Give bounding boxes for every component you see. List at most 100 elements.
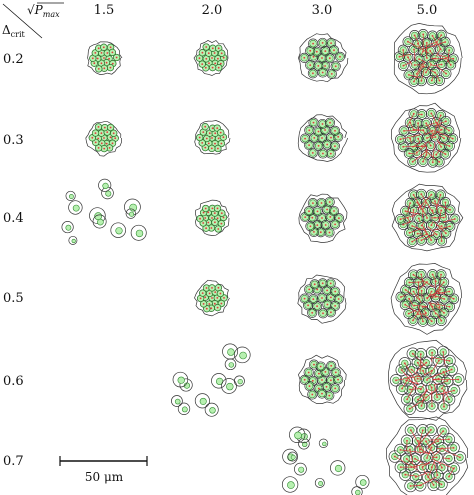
cell-nucleus — [177, 376, 185, 384]
voronoi-edge — [417, 138, 421, 143]
cell-membrane — [400, 284, 411, 296]
cell-membrane — [415, 399, 428, 413]
cell-membrane — [447, 462, 460, 475]
voronoi-edge — [409, 122, 415, 131]
cell-membrane — [303, 206, 315, 217]
voronoi-edge — [414, 35, 420, 44]
cell-centroid — [311, 379, 314, 382]
voronoi-edge — [413, 61, 426, 82]
voronoi-edge — [421, 194, 434, 214]
voronoi-edge — [442, 457, 450, 459]
voronoi-edge — [421, 467, 434, 486]
voronoi-edge — [436, 65, 447, 74]
cell-centroid — [208, 303, 211, 305]
cell-centroid — [312, 202, 314, 205]
voronoi-edge — [407, 57, 413, 66]
row-header-2: 0.3 — [3, 133, 24, 148]
cell-centroid — [103, 126, 106, 129]
cell-membrane — [315, 361, 326, 372]
cell-centroid — [202, 222, 205, 224]
cell-centroid — [105, 61, 108, 64]
voronoi-edge — [404, 363, 419, 385]
cell-centroid — [426, 379, 428, 381]
cell-membrane — [125, 208, 136, 219]
cell-centroid — [320, 202, 323, 204]
scale-bar: 50 μm — [59, 456, 148, 484]
cell-membrane — [294, 462, 307, 476]
voronoi-edge — [422, 41, 446, 50]
voronoi-edge — [405, 474, 417, 477]
cell-centroid — [303, 297, 306, 300]
cell-centroid — [214, 142, 216, 145]
cell-centroid — [204, 125, 207, 128]
cell-centroid — [207, 221, 210, 224]
cell-nucleus — [318, 481, 323, 486]
cell-membrane — [398, 60, 409, 71]
cell-centroid — [321, 392, 323, 395]
cell-centroid — [108, 57, 110, 60]
voronoi-edge — [435, 305, 445, 314]
cell-centroid — [440, 225, 443, 228]
cell-centroid — [337, 298, 340, 300]
cell-centroid — [321, 282, 324, 285]
cell-membrane — [233, 375, 245, 387]
voronoi-edge — [433, 34, 442, 47]
voronoi-edge — [429, 440, 439, 446]
cell-membrane — [61, 221, 74, 234]
colony-boundary — [193, 39, 229, 76]
cell-membrane — [171, 395, 183, 407]
cell-membrane — [324, 227, 335, 238]
cell-centroid — [317, 65, 320, 67]
voronoi-edge — [431, 202, 451, 211]
cell-centroid — [109, 126, 112, 129]
cell-membrane — [299, 293, 310, 304]
voronoi-edge — [443, 218, 455, 223]
voronoi-edge — [400, 214, 417, 220]
voronoi-edge — [421, 211, 424, 219]
cell-membrane — [438, 132, 450, 144]
cell-membrane — [324, 196, 335, 208]
voronoi-edge — [413, 291, 419, 300]
cell-centroid — [213, 52, 216, 54]
cell-membrane — [304, 381, 315, 392]
colony-boundary — [391, 183, 464, 252]
voronoi-edge — [432, 294, 445, 300]
voronoi-edge — [427, 226, 437, 235]
cell-centroid — [330, 296, 332, 299]
cell-membrane — [403, 69, 415, 81]
cell-centroid — [312, 42, 314, 45]
cell-nucleus — [334, 464, 343, 473]
cell-membrane — [281, 476, 299, 493]
voronoi-edge — [429, 302, 450, 308]
cell-nucleus — [115, 227, 123, 235]
cell-centroid — [109, 46, 112, 49]
panel-r2-c4 — [390, 102, 462, 173]
cell-membrane — [403, 402, 416, 415]
cell-centroid — [325, 385, 328, 388]
cell-centroid — [205, 137, 208, 140]
panel-r4-c4 — [390, 263, 463, 335]
cell-membrane — [440, 68, 452, 79]
cell-nucleus — [228, 362, 235, 368]
cell-centroid — [220, 212, 223, 215]
cell-centroid — [322, 312, 324, 315]
voronoi-edge — [432, 448, 443, 458]
voronoi-edge — [412, 233, 428, 242]
cell-centroid — [205, 57, 208, 60]
voronoi-edge — [421, 69, 425, 81]
voronoi-edge — [427, 129, 442, 139]
cell-nucleus — [322, 441, 327, 447]
cell-centroid — [339, 55, 341, 58]
cell-centroid — [202, 303, 205, 305]
cell-membrane — [444, 204, 456, 216]
voronoi-edge — [422, 153, 428, 162]
cell-centroid — [210, 147, 213, 150]
cell-centroid — [201, 63, 204, 65]
cell-membrane — [177, 402, 191, 415]
cell-centroid — [211, 47, 214, 50]
cell-membrane — [304, 125, 315, 136]
voronoi-edge — [434, 120, 447, 127]
voronoi-edge — [438, 210, 442, 223]
cell-membrane — [426, 189, 437, 201]
cell-membrane — [443, 286, 455, 297]
